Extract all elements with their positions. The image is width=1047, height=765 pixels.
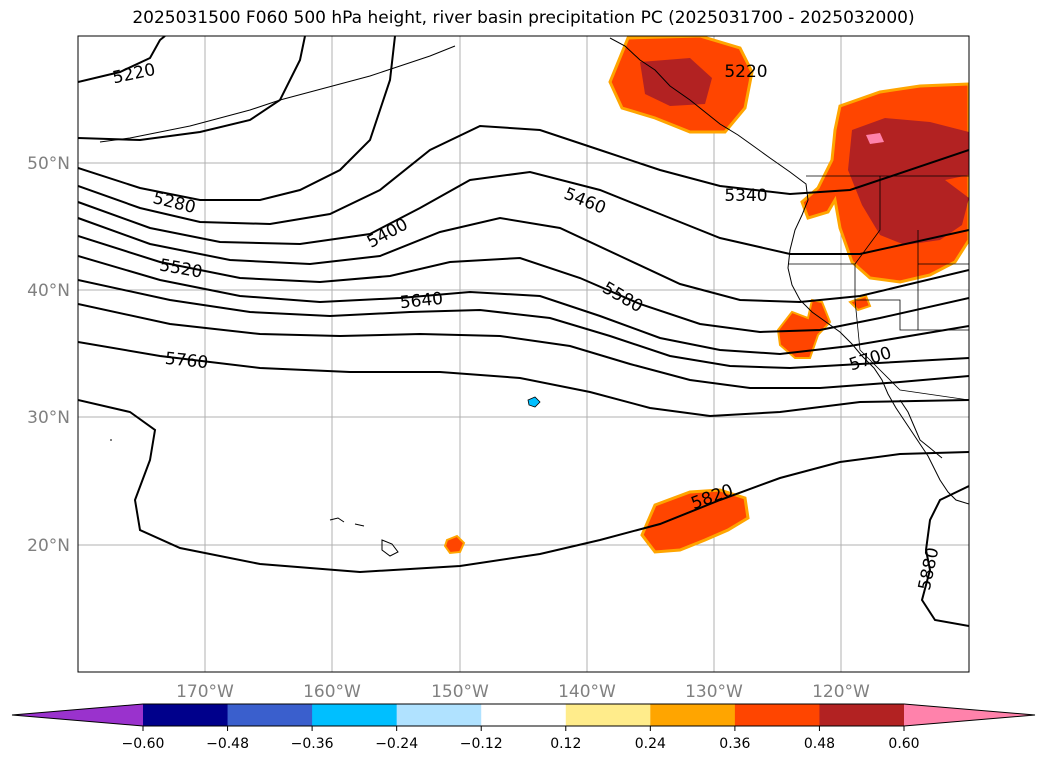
lat-labels: 50°N 40°N 30°N 20°N — [27, 154, 70, 556]
plot-frame — [77, 35, 970, 673]
colorbar-segment — [227, 704, 313, 726]
state-borders — [788, 175, 969, 401]
lon-label: 150°W — [431, 682, 489, 702]
colorbar-tick-label: 0.48 — [804, 736, 835, 752]
colorbar-segment — [650, 704, 736, 726]
lat-label: 50°N — [27, 154, 70, 174]
colorbar-tick-label: −0.12 — [460, 736, 503, 752]
colorbar-segment — [396, 704, 482, 726]
colorbar-tick-label: 0.24 — [635, 736, 666, 752]
lon-label: 140°W — [558, 682, 616, 702]
colorbar-tick-label: 0.36 — [719, 736, 750, 752]
height-contours — [78, 36, 969, 627]
contour-label: 5640 — [399, 289, 444, 313]
colorbar-segment — [565, 704, 651, 726]
precip-region-pnw-peak — [866, 133, 884, 144]
colorbar-segment — [734, 704, 820, 726]
precip-region-bc-core — [640, 58, 712, 106]
colorbar-segment — [819, 704, 905, 726]
colorbar-segment — [312, 704, 398, 726]
colorbar-tick-label: −0.48 — [206, 736, 249, 752]
lon-label: 170°W — [176, 682, 234, 702]
colorbar-extend-high — [904, 704, 1035, 726]
colorbar-segment — [143, 704, 229, 726]
lon-label: 120°W — [812, 682, 870, 702]
lat-label: 30°N — [27, 408, 70, 428]
colorbar-tick-label: 0.12 — [550, 736, 581, 752]
contour-label: 5340 — [724, 186, 767, 206]
colorbar-tick-label: −0.60 — [122, 736, 165, 752]
contour-label: 5760 — [164, 349, 209, 373]
precip-region-subtropical — [640, 488, 750, 554]
colorbar-tick-label: −0.36 — [291, 736, 334, 752]
plot-area — [78, 36, 969, 672]
lon-label: 130°W — [685, 682, 743, 702]
precip-region-negative — [527, 396, 541, 408]
map-title: 2025031500 F060 500 hPa height, river ba… — [132, 8, 915, 28]
colorbar-segment — [481, 704, 567, 726]
colorbar: −0.60 −0.48 −0.36 −0.24 −0.12 0.12 0.24 0.36 0.4… — [11, 703, 1036, 752]
colorbar-tick-label: 0.60 — [888, 736, 919, 752]
precip-region-pnw-core — [848, 118, 969, 245]
lat-label: 40°N — [27, 281, 70, 301]
contour-label: 5220 — [724, 62, 767, 82]
lon-label: 160°W — [303, 682, 361, 702]
lat-label: 20°N — [27, 536, 70, 556]
lon-labels: 170°W 160°W 150°W 140°W 130°W 120°W — [176, 682, 870, 702]
precip-region-hawaii — [443, 534, 466, 555]
colorbar-extend-low — [12, 704, 143, 726]
precip-shading — [443, 36, 969, 555]
colorbar-tick-label: −0.24 — [375, 736, 418, 752]
